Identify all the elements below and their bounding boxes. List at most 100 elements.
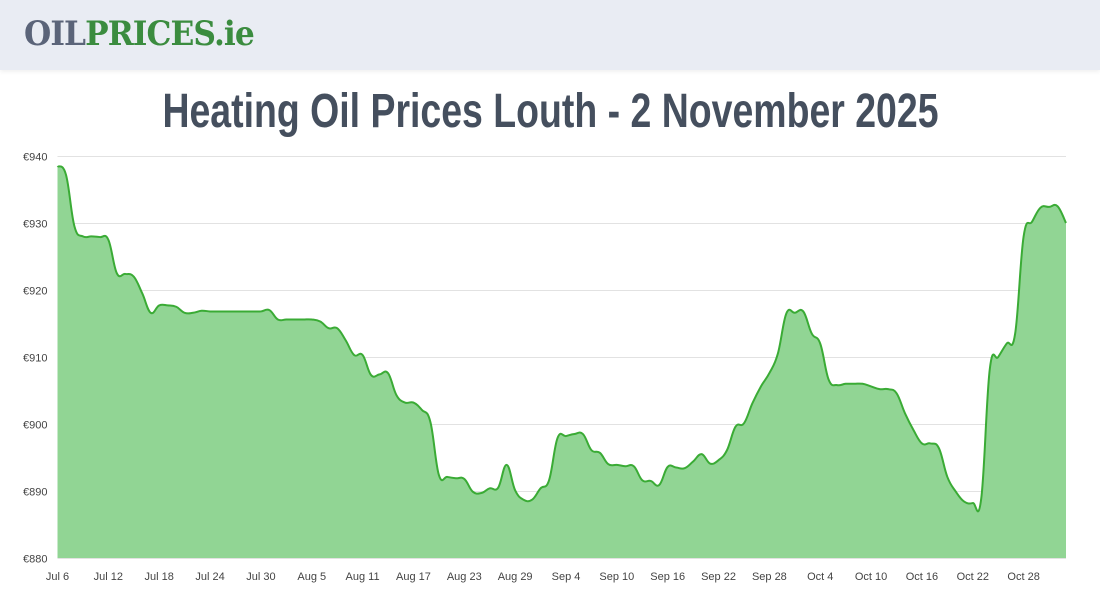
data-point[interactable] <box>401 399 409 407</box>
site-logo[interactable]: OILPRICES.ie <box>24 14 255 54</box>
data-point[interactable] <box>825 376 833 384</box>
data-point[interactable] <box>257 307 265 315</box>
data-point[interactable] <box>528 496 536 504</box>
data-point[interactable] <box>850 380 858 388</box>
data-point[interactable] <box>452 474 460 482</box>
data-point[interactable] <box>664 463 672 471</box>
data-point[interactable] <box>104 236 112 244</box>
data-point[interactable] <box>715 456 723 464</box>
data-point[interactable] <box>960 498 968 506</box>
data-point[interactable] <box>570 430 578 438</box>
data-point[interactable] <box>79 232 87 240</box>
data-point[interactable] <box>926 439 934 447</box>
data-point[interactable] <box>587 446 595 454</box>
data-point[interactable] <box>647 477 655 485</box>
data-point[interactable] <box>443 473 451 481</box>
data-point[interactable] <box>918 439 926 447</box>
data-point[interactable] <box>638 476 646 484</box>
data-point[interactable] <box>520 496 528 504</box>
data-point[interactable] <box>248 307 256 315</box>
data-point[interactable] <box>164 301 172 309</box>
data-point[interactable] <box>299 315 307 323</box>
data-point[interactable] <box>215 307 223 315</box>
data-point[interactable] <box>748 399 756 407</box>
data-point[interactable] <box>808 330 816 338</box>
data-point[interactable] <box>87 232 95 240</box>
data-point[interactable] <box>562 432 570 440</box>
data-point[interactable] <box>181 309 189 317</box>
data-point[interactable] <box>935 444 943 452</box>
data-point[interactable] <box>418 406 426 414</box>
data-point[interactable] <box>477 489 485 497</box>
data-point[interactable] <box>460 475 468 483</box>
data-point[interactable] <box>545 476 553 484</box>
data-point[interactable] <box>282 315 290 323</box>
data-point[interactable] <box>613 461 621 469</box>
data-point[interactable] <box>392 391 400 399</box>
data-point[interactable] <box>240 307 248 315</box>
data-point[interactable] <box>842 380 850 388</box>
data-point[interactable] <box>384 369 392 377</box>
data-point[interactable] <box>503 461 511 469</box>
data-point[interactable] <box>333 324 341 332</box>
data-point[interactable] <box>630 462 638 470</box>
data-point[interactable] <box>1003 340 1011 348</box>
data-point[interactable] <box>952 488 960 496</box>
data-point[interactable] <box>96 233 104 241</box>
data-point[interactable] <box>1011 330 1019 338</box>
data-point[interactable] <box>689 458 697 466</box>
data-point[interactable] <box>757 382 765 390</box>
data-point[interactable] <box>1037 204 1045 212</box>
data-point[interactable] <box>435 471 443 479</box>
data-point[interactable] <box>54 162 62 170</box>
data-point[interactable] <box>537 484 545 492</box>
data-point[interactable] <box>367 371 375 379</box>
data-point[interactable] <box>308 315 316 323</box>
data-point[interactable] <box>884 385 892 393</box>
data-point[interactable] <box>1028 218 1036 226</box>
data-point[interactable] <box>867 382 875 390</box>
data-point[interactable] <box>799 307 807 315</box>
data-point[interactable] <box>130 273 138 281</box>
data-point[interactable] <box>943 473 951 481</box>
data-point[interactable] <box>172 303 180 311</box>
data-point[interactable] <box>274 315 282 323</box>
data-point[interactable] <box>223 307 231 315</box>
data-point[interactable] <box>672 464 680 472</box>
data-point[interactable] <box>774 350 782 358</box>
data-point[interactable] <box>723 446 731 454</box>
data-point[interactable] <box>655 481 663 489</box>
data-point[interactable] <box>859 380 867 388</box>
data-point[interactable] <box>155 301 163 309</box>
data-point[interactable] <box>579 430 587 438</box>
data-point[interactable] <box>189 309 197 317</box>
data-point[interactable] <box>833 381 841 389</box>
data-point[interactable] <box>876 385 884 393</box>
data-point[interactable] <box>977 494 985 502</box>
data-point[interactable] <box>994 353 1002 361</box>
data-point[interactable] <box>376 370 384 378</box>
data-point[interactable] <box>147 309 155 317</box>
data-point[interactable] <box>409 399 417 407</box>
data-point[interactable] <box>596 449 604 457</box>
data-point[interactable] <box>121 270 129 278</box>
data-point[interactable] <box>909 426 917 434</box>
data-point[interactable] <box>765 369 773 377</box>
data-point[interactable] <box>494 484 502 492</box>
data-point[interactable] <box>70 222 78 230</box>
data-point[interactable] <box>706 460 714 468</box>
data-point[interactable] <box>138 289 146 297</box>
data-point[interactable] <box>198 307 206 315</box>
data-point[interactable] <box>359 351 367 359</box>
data-point[interactable] <box>62 171 70 179</box>
data-point[interactable] <box>342 336 350 344</box>
data-point[interactable] <box>604 460 612 468</box>
data-point[interactable] <box>1054 202 1062 210</box>
data-point[interactable] <box>469 488 477 496</box>
data-point[interactable] <box>782 309 790 317</box>
data-point[interactable] <box>969 499 977 507</box>
data-point[interactable] <box>325 324 333 332</box>
data-point[interactable] <box>291 315 299 323</box>
data-point[interactable] <box>426 418 434 426</box>
data-point[interactable] <box>698 450 706 458</box>
